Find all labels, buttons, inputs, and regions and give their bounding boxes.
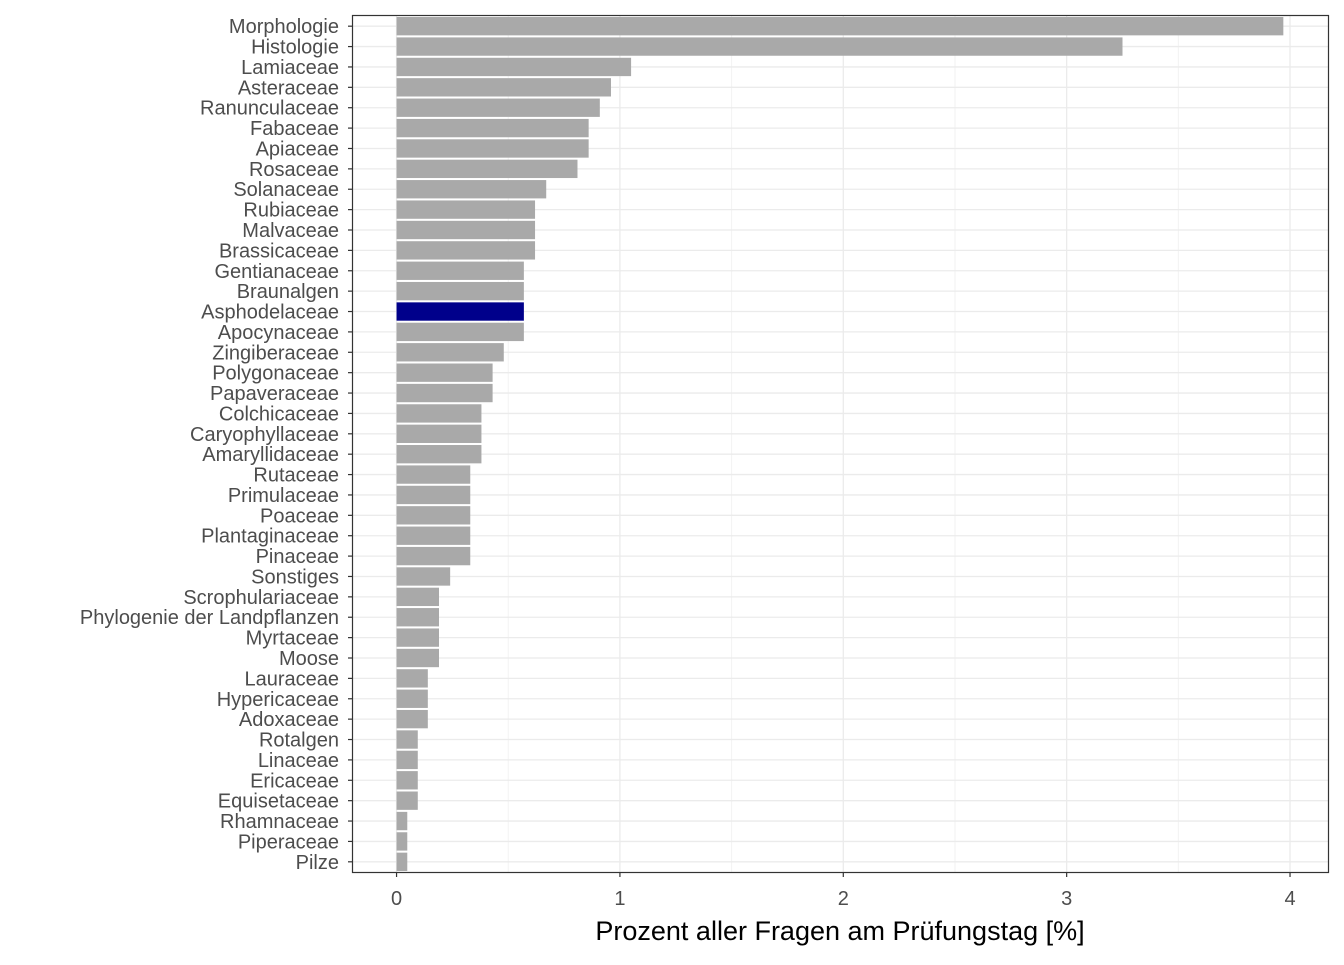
bars — [396, 17, 1284, 871]
y-tick-label: Histologie — [251, 37, 339, 59]
bar — [396, 322, 524, 342]
x-axis-title: Prozent aller Fragen am Prüfungstag [%] — [595, 916, 1084, 946]
bar — [396, 526, 471, 545]
y-tick-label: Scrophulariaceae — [183, 587, 339, 609]
x-tick-label: 3 — [1061, 888, 1072, 910]
x-tick-label: 4 — [1284, 888, 1295, 910]
y-tick-label: Solanaceae — [233, 179, 339, 201]
y-tick-label: Polygonaceae — [212, 363, 339, 385]
bar — [396, 852, 408, 871]
x-axis-ticks: 0 1 2 3 4 — [391, 872, 1296, 910]
bar — [396, 465, 471, 484]
y-tick-label: Myrtaceae — [246, 628, 339, 650]
bar — [396, 689, 428, 708]
y-tick-label: Plantaginaceae — [201, 526, 339, 548]
y-tick-label: Ericaceae — [250, 770, 339, 792]
y-tick-label: Adoxaceae — [239, 709, 339, 731]
y-tick-label: Pinaceae — [256, 546, 339, 568]
y-tick-label: Rosaceae — [249, 159, 339, 181]
y-tick-label: Phylogenie der Landpflanzen — [80, 607, 339, 629]
y-tick-label: Brassicaceae — [219, 240, 339, 262]
bar — [396, 811, 408, 831]
y-tick-label: Primulaceae — [228, 485, 339, 507]
y-tick-label: Lauraceae — [244, 668, 339, 690]
bar — [396, 281, 524, 301]
y-tick-label: Rubiaceae — [243, 200, 339, 222]
y-tick-label: Caryophyllaceae — [190, 424, 339, 446]
y-tick-label: Ranunculaceae — [200, 98, 339, 120]
bar — [396, 343, 504, 362]
y-tick-label: Apocynaceae — [218, 322, 339, 344]
bar — [396, 220, 536, 240]
bar — [396, 750, 418, 770]
y-tick-label: Pilze — [296, 852, 339, 874]
bar — [396, 78, 611, 97]
y-tick-label: Asteraceae — [238, 77, 339, 99]
bar — [396, 139, 589, 158]
x-tick-label: 1 — [614, 888, 625, 910]
y-tick-label: Piperaceae — [238, 831, 339, 853]
y-tick-label: Lamiaceae — [241, 57, 339, 79]
y-tick-label: Hypericaceae — [217, 689, 339, 711]
y-tick-label: Poaceae — [260, 505, 339, 527]
y-axis-tick-labels: MorphologieHistologieLamiaceaeAsteraceae… — [80, 16, 353, 874]
y-tick-label: Apiaceae — [256, 138, 339, 160]
y-tick-label: Rhamnaceae — [220, 811, 339, 833]
y-tick-label: Amaryllidaceae — [202, 444, 339, 466]
y-tick-label: Equisetaceae — [218, 791, 339, 813]
y-tick-label: Sonstiges — [251, 566, 339, 588]
bar — [396, 709, 428, 729]
bar — [396, 383, 493, 403]
bar — [396, 771, 418, 790]
bar — [396, 302, 524, 321]
bar — [396, 241, 536, 260]
bar — [396, 180, 547, 199]
bar — [396, 546, 471, 566]
y-tick-label: Zingiberaceae — [212, 342, 339, 364]
bar — [396, 57, 632, 77]
y-tick-label: Fabaceae — [250, 118, 339, 140]
bar — [396, 608, 439, 627]
bar — [396, 506, 471, 525]
y-tick-label: Papaveraceae — [210, 383, 339, 405]
bar — [396, 832, 408, 851]
y-tick-label: Morphologie — [229, 16, 339, 38]
y-tick-label: Colchicaceae — [219, 403, 339, 425]
bar — [396, 159, 578, 179]
bar — [396, 567, 451, 586]
panel-border — [351, 14, 1330, 874]
y-tick-label: Rutaceae — [253, 465, 339, 487]
bar — [396, 730, 418, 749]
y-tick-label: Braunalgen — [237, 281, 339, 303]
y-tick-label: Gentianaceae — [214, 261, 339, 283]
bar — [396, 485, 471, 505]
bar — [396, 791, 418, 810]
y-tick-label: Asphodelaceae — [201, 302, 339, 324]
bar — [396, 669, 428, 688]
y-tick-label: Malvaceae — [242, 220, 339, 242]
bar — [396, 98, 600, 117]
bar — [396, 404, 482, 423]
y-tick-label: Linaceae — [258, 750, 339, 772]
bar — [396, 445, 482, 464]
bar — [396, 200, 536, 219]
bar — [396, 261, 524, 280]
bar — [396, 37, 1123, 56]
bar — [396, 628, 439, 647]
bar — [396, 363, 493, 382]
bar — [396, 118, 589, 138]
bar — [396, 17, 1284, 36]
x-tick-label: 0 — [391, 888, 402, 910]
x-tick-label: 2 — [838, 888, 849, 910]
bar — [396, 648, 439, 668]
y-tick-label: Moose — [279, 648, 339, 670]
bar — [396, 424, 482, 443]
y-tick-label: Rotalgen — [259, 730, 339, 752]
bar — [396, 587, 439, 607]
